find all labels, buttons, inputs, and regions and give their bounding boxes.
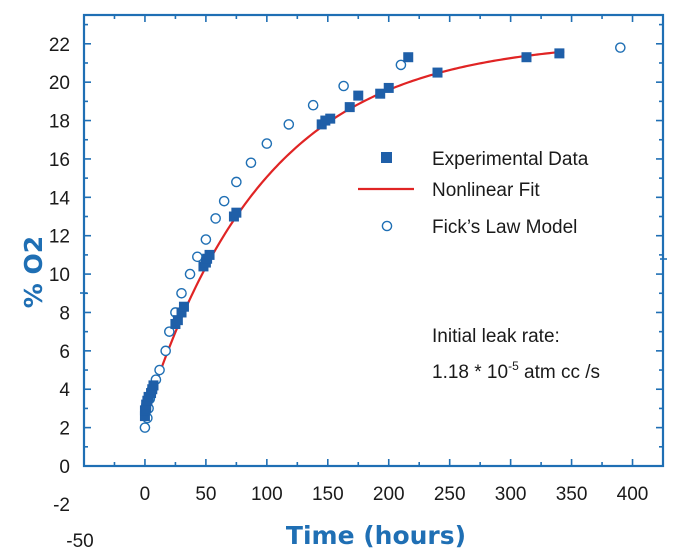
legend: Experimental Data Nonlinear Fit Fick’s L… [358,149,589,238]
annotation-base: 1.18 * 10 [432,362,508,383]
x-tick-label: 350 [556,484,588,505]
annotation-exponent: -5 [508,359,519,373]
experimental-point [148,380,159,391]
x-tick-label-min: -50 [66,531,93,552]
model-point [338,80,349,92]
x-tick-labels: 0 50 100 150 200 250 300 350 400 -50 [66,484,648,552]
model-point [192,251,203,263]
experimental-point [521,52,532,63]
y-tick-label: 22 [49,35,70,56]
leak-rate-annotation: Initial leak rate: 1.18 * 10-5 atm cc /s [432,326,600,383]
experimental-series [139,48,565,422]
experimental-point [231,207,242,218]
y-tick-label: 16 [49,150,70,171]
y-tick-label: 0 [59,457,70,478]
legend-label-fit: Nonlinear Fit [432,180,540,201]
model-point [210,213,221,224]
model-point [154,364,165,376]
experimental-point [554,48,565,59]
x-tick-label: 200 [373,484,405,505]
model-point [139,422,151,433]
y-axis-title: % O2 [19,236,48,308]
y-tick-label: 4 [59,380,70,401]
experimental-point [204,249,215,260]
model-point [218,195,230,207]
x-axis-title: Time (hours) [286,521,466,550]
annotation-line-1: Initial leak rate: [432,326,560,347]
model-point [615,42,626,53]
plot-border [82,13,665,468]
model-point [164,326,175,337]
experimental-point [172,315,183,326]
model-point [283,119,295,130]
model-point [200,234,212,245]
y-tick-label: 10 [49,265,70,286]
y-tick-label: 6 [59,342,70,363]
y-tick-label: 12 [49,227,70,248]
legend-marker-model [381,220,393,232]
y-tick-labels: 0 2 4 6 8 10 12 14 16 18 20 22 -2 [49,35,71,516]
model-point [307,99,319,111]
y-tick-label: 2 [59,419,70,440]
experimental-point [403,52,414,63]
axis-ticks [80,15,667,467]
x-tick-label: 250 [434,484,466,505]
experimental-point [375,88,386,99]
y-tick-label: 14 [49,188,71,209]
x-tick-label: 50 [195,484,216,505]
model-point [395,59,407,71]
y-tick-label: 20 [49,73,70,94]
experimental-point [176,307,187,318]
annotation-line-2: 1.18 * 10-5 atm cc /s [432,359,600,383]
y-tick-label: 8 [59,303,70,324]
x-tick-label: 100 [251,484,283,505]
x-tick-label: 400 [617,484,649,505]
model-point [160,345,171,357]
plot-frame [82,13,665,468]
x-tick-label: 0 [140,484,151,505]
y-tick-label-min: -2 [53,495,70,516]
x-tick-label: 300 [495,484,527,505]
experimental-point [325,113,336,124]
experimental-point [139,411,150,422]
annotation-unit: atm cc /s [519,362,600,383]
model-point [231,176,242,188]
legend-marker-experimental [381,152,392,163]
experimental-point [383,82,394,93]
model-series [139,42,626,433]
legend-label-model: Fick’s Law Model [432,217,577,238]
experimental-point [353,90,364,101]
experimental-point [432,67,443,78]
model-point [245,157,257,169]
model-point [176,287,187,299]
experimental-point [178,301,189,312]
model-point [261,138,273,149]
legend-label-experimental: Experimental Data [432,149,589,170]
y-tick-label: 18 [49,112,70,133]
x-tick-label: 150 [312,484,344,505]
experimental-point [344,102,355,113]
model-point [184,268,196,280]
